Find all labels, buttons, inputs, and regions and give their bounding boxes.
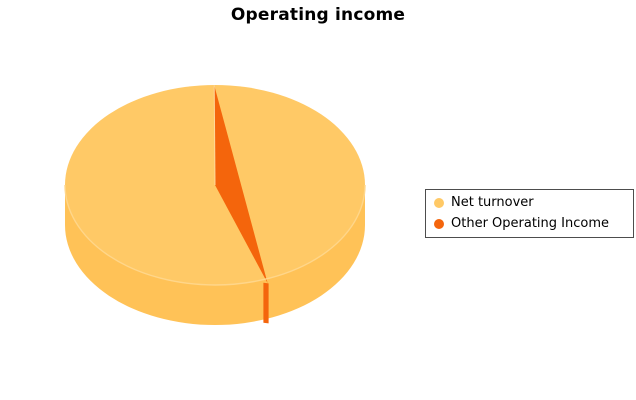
chart-legend: Net turnover Other Operating Income — [425, 189, 634, 238]
pie-plot-area — [64, 85, 366, 325]
legend-swatch-icon — [434, 219, 444, 229]
pie-slice-other-income-side — [263, 282, 269, 324]
chart-title: Operating income — [230, 5, 406, 25]
legend-item-net-turnover[interactable]: Net turnover — [426, 192, 633, 214]
pie-slice-other-income-top — [214, 85, 268, 284]
pie-graphic — [64, 85, 366, 325]
pie-slice-net-turnover-side — [65, 185, 365, 325]
legend-swatch-icon — [434, 198, 444, 208]
legend-item-label: Other Operating Income — [451, 216, 610, 231]
legend-item-label: Net turnover — [451, 195, 534, 210]
pie-slice-start-radius — [213, 85, 216, 186]
pie-top-face-edge — [64, 184, 366, 286]
legend-item-other-operating-income[interactable]: Other Operating Income — [426, 213, 633, 235]
